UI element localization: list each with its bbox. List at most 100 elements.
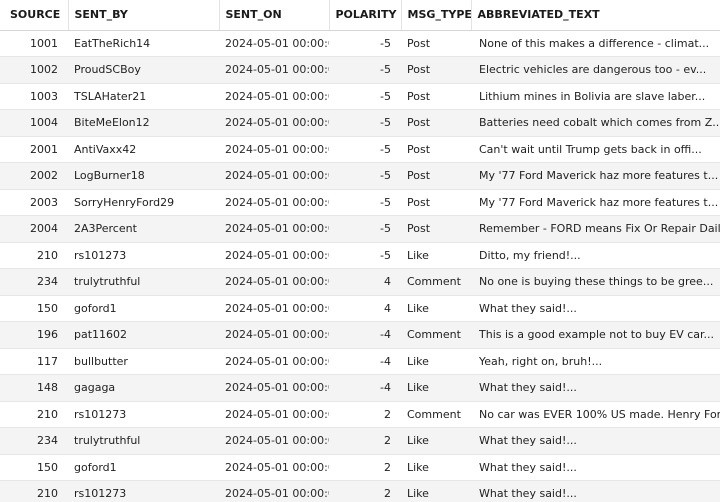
- cell-sent-by[interactable]: trulytruthful: [68, 427, 219, 455]
- cell-sent-by[interactable]: pat11602: [68, 321, 219, 349]
- cell-sent-by[interactable]: trulytruthful: [68, 268, 219, 296]
- cell-polarity[interactable]: 2: [329, 480, 401, 502]
- cell-abbreviated-text[interactable]: Lithium mines in Bolivia are slave laber…: [471, 83, 720, 110]
- column-header-msg-type[interactable]: MSG_TYPE: [401, 0, 472, 31]
- cell-polarity[interactable]: -5: [329, 136, 401, 163]
- cell-msg-type[interactable]: Post: [401, 30, 471, 57]
- column-header-sent-by[interactable]: SENT_BY: [68, 0, 220, 31]
- cell-msg-type[interactable]: Like: [401, 374, 471, 402]
- cell-sent-on[interactable]: 2024-05-01 00:00:00: [219, 109, 329, 137]
- cell-source[interactable]: 150: [0, 295, 68, 322]
- cell-source[interactable]: 210: [0, 242, 68, 269]
- cell-abbreviated-text[interactable]: No car was EVER 100% US made. Henry Ford…: [471, 401, 720, 428]
- cell-sent-on[interactable]: 2024-05-01 00:00:00: [219, 242, 329, 269]
- cell-sent-by[interactable]: rs101273: [68, 480, 219, 502]
- cell-msg-type[interactable]: Post: [401, 162, 471, 190]
- cell-sent-by[interactable]: rs101273: [68, 242, 219, 269]
- cell-polarity[interactable]: 4: [329, 268, 401, 296]
- cell-source[interactable]: 196: [0, 321, 68, 349]
- cell-abbreviated-text[interactable]: My '77 Ford Maverick haz more features t…: [471, 189, 720, 216]
- column-header-sent-on[interactable]: SENT_ON: [219, 0, 330, 31]
- cell-sent-on[interactable]: 2024-05-01 00:00:00: [219, 83, 329, 110]
- cell-msg-type[interactable]: Comment: [401, 401, 471, 428]
- cell-polarity[interactable]: -5: [329, 189, 401, 216]
- cell-sent-by[interactable]: goford1: [68, 295, 219, 322]
- cell-source[interactable]: 148: [0, 374, 68, 402]
- cell-msg-type[interactable]: Like: [401, 242, 471, 269]
- cell-polarity[interactable]: -5: [329, 56, 401, 84]
- cell-abbreviated-text[interactable]: What they said!...: [471, 454, 720, 481]
- cell-polarity[interactable]: -4: [329, 374, 401, 402]
- cell-sent-on[interactable]: 2024-05-01 00:00:00: [219, 454, 329, 481]
- cell-source[interactable]: 1002: [0, 56, 68, 84]
- cell-sent-on[interactable]: 2024-05-01 00:00:00: [219, 401, 329, 428]
- cell-sent-by[interactable]: gagaga: [68, 374, 219, 402]
- cell-sent-on[interactable]: 2024-05-01 00:00:00: [219, 215, 329, 243]
- cell-abbreviated-text[interactable]: My '77 Ford Maverick haz more features t…: [471, 162, 720, 190]
- cell-polarity[interactable]: -5: [329, 162, 401, 190]
- cell-msg-type[interactable]: Like: [401, 480, 471, 502]
- cell-sent-by[interactable]: ProudSCBoy: [68, 56, 219, 84]
- cell-sent-by[interactable]: EatTheRich14: [68, 30, 219, 57]
- cell-msg-type[interactable]: Post: [401, 109, 471, 137]
- cell-msg-type[interactable]: Post: [401, 136, 471, 163]
- cell-msg-type[interactable]: Post: [401, 83, 471, 110]
- cell-source[interactable]: 2002: [0, 162, 68, 190]
- cell-sent-on[interactable]: 2024-05-01 00:00:00: [219, 480, 329, 502]
- cell-sent-on[interactable]: 2024-05-01 00:00:00: [219, 348, 329, 375]
- cell-abbreviated-text[interactable]: This is a good example not to buy EV car…: [471, 321, 720, 349]
- cell-sent-by[interactable]: 2A3Percent: [68, 215, 219, 243]
- column-header-polarity[interactable]: POLARITY: [329, 0, 402, 31]
- cell-source[interactable]: 234: [0, 427, 68, 455]
- cell-sent-on[interactable]: 2024-05-01 00:00:00: [219, 374, 329, 402]
- cell-msg-type[interactable]: Post: [401, 215, 471, 243]
- cell-sent-by[interactable]: bullbutter: [68, 348, 219, 375]
- cell-source[interactable]: 2001: [0, 136, 68, 163]
- cell-polarity[interactable]: -5: [329, 215, 401, 243]
- cell-abbreviated-text[interactable]: Yeah, right on, bruh!...: [471, 348, 720, 375]
- cell-sent-on[interactable]: 2024-05-01 00:00:00: [219, 268, 329, 296]
- cell-msg-type[interactable]: Like: [401, 295, 471, 322]
- cell-sent-by[interactable]: TSLAHater21: [68, 83, 219, 110]
- cell-msg-type[interactable]: Comment: [401, 268, 471, 296]
- cell-abbreviated-text[interactable]: Batteries need cobalt which comes from Z…: [471, 109, 720, 137]
- cell-polarity[interactable]: -5: [329, 30, 401, 57]
- cell-source[interactable]: 234: [0, 268, 68, 296]
- cell-sent-on[interactable]: 2024-05-01 00:00:00: [219, 189, 329, 216]
- cell-abbreviated-text[interactable]: Remember - FORD means Fix Or Repair Dail…: [471, 215, 720, 243]
- cell-sent-on[interactable]: 2024-05-01 00:00:00: [219, 136, 329, 163]
- cell-abbreviated-text[interactable]: No one is buying these things to be gree…: [471, 268, 720, 296]
- cell-abbreviated-text[interactable]: None of this makes a difference - climat…: [471, 30, 720, 57]
- column-header-abbreviated-text[interactable]: ABBREVIATED_TEXT: [471, 0, 720, 31]
- cell-polarity[interactable]: -5: [329, 109, 401, 137]
- cell-sent-by[interactable]: goford1: [68, 454, 219, 481]
- cell-polarity[interactable]: 4: [329, 295, 401, 322]
- cell-polarity[interactable]: 2: [329, 427, 401, 455]
- cell-abbreviated-text[interactable]: What they said!...: [471, 374, 720, 402]
- cell-polarity[interactable]: 2: [329, 401, 401, 428]
- cell-sent-by[interactable]: AntiVaxx42: [68, 136, 219, 163]
- cell-polarity[interactable]: -5: [329, 83, 401, 110]
- cell-source[interactable]: 2004: [0, 215, 68, 243]
- cell-source[interactable]: 1001: [0, 30, 68, 57]
- cell-abbreviated-text[interactable]: What they said!...: [471, 295, 720, 322]
- cell-polarity[interactable]: -4: [329, 348, 401, 375]
- cell-abbreviated-text[interactable]: Ditto, my friend!...: [471, 242, 720, 269]
- cell-sent-by[interactable]: rs101273: [68, 401, 219, 428]
- cell-polarity[interactable]: -4: [329, 321, 401, 349]
- cell-msg-type[interactable]: Like: [401, 454, 471, 481]
- cell-sent-on[interactable]: 2024-05-01 00:00:00: [219, 30, 329, 57]
